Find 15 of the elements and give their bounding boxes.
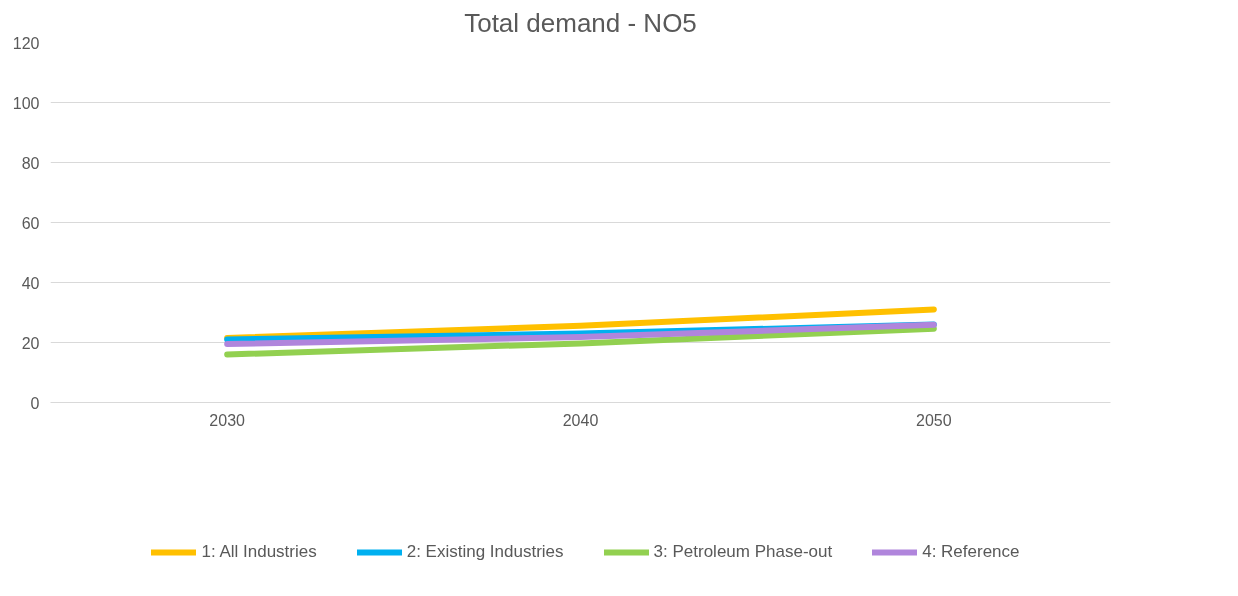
y-tick-label: 80 [21, 154, 40, 172]
x-tick-label: 2040 [562, 411, 599, 429]
y-tick-label: 120 [12, 34, 40, 52]
y-tick-label: 100 [12, 94, 40, 112]
y-tick-label: 20 [21, 334, 40, 352]
y-tick-label: 60 [21, 214, 40, 232]
legend-label: 4: Reference [922, 542, 1020, 562]
x-tick-label: 2030 [209, 411, 246, 429]
y-tick-label: 0 [30, 394, 40, 412]
x-tick-label: 2050 [916, 411, 952, 429]
y-tick-label: 40 [21, 274, 40, 292]
legend-label: 2: Existing Industries [406, 542, 564, 562]
legend-label: 1: All Industries [201, 542, 317, 562]
chart-title: Total demand - NO5 [464, 7, 697, 38]
legend-label: 3: Petroleum Phase-out [653, 542, 833, 562]
